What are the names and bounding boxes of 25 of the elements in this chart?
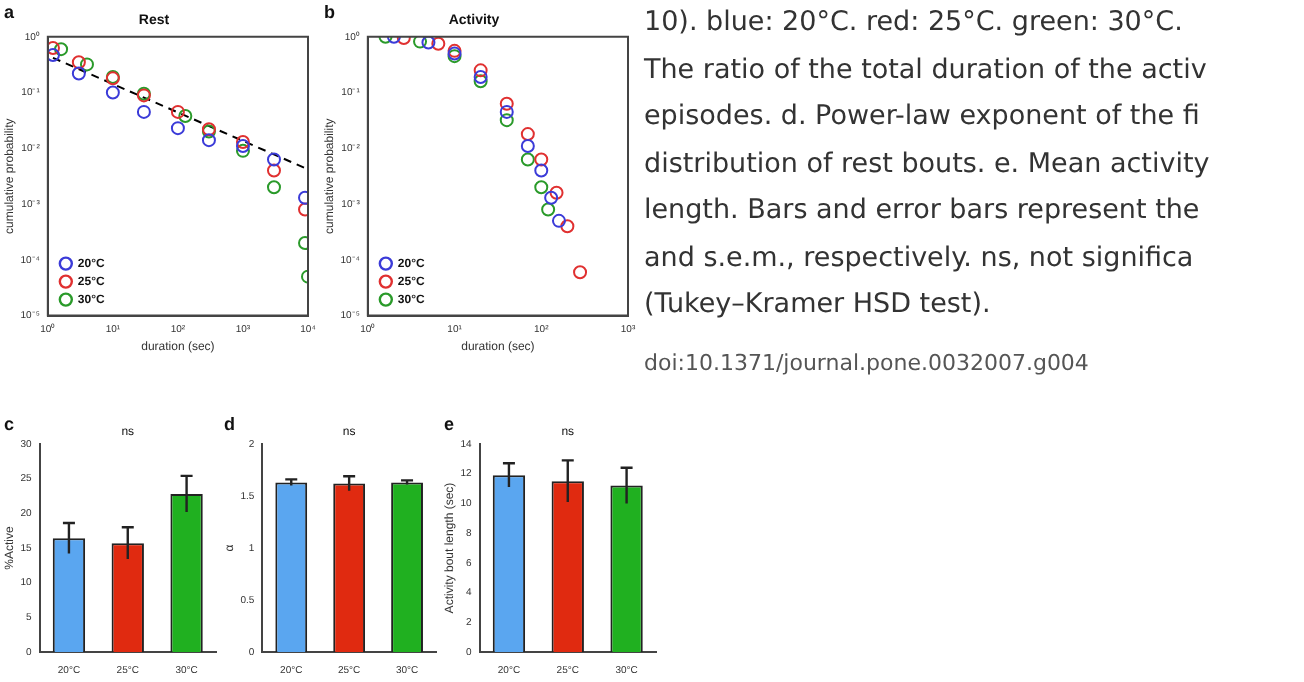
text: doi:10.1371/journal.pone.0032007.g004 bbox=[644, 349, 1091, 375]
point bbox=[170, 104, 185, 119]
point bbox=[47, 40, 60, 55]
text: a bbox=[4, 1, 16, 22]
point bbox=[235, 134, 250, 149]
point bbox=[170, 121, 185, 136]
point bbox=[266, 152, 281, 167]
text: length. Bars and error bars represent the bbox=[644, 192, 1202, 230]
text: and s.e.m., respectively. ns, not significa bbox=[644, 239, 1196, 277]
point bbox=[235, 143, 250, 158]
text: The ratio of the total duration of the activ bbox=[644, 51, 1209, 89]
text: c bbox=[4, 413, 15, 434]
point bbox=[201, 133, 216, 148]
text: e bbox=[444, 413, 455, 434]
point bbox=[105, 85, 120, 100]
text: d bbox=[224, 413, 235, 434]
text: distribution of rest bouts. e. Mean activity bbox=[644, 145, 1212, 183]
text: b bbox=[324, 1, 336, 22]
point bbox=[266, 180, 281, 195]
point bbox=[136, 104, 151, 119]
text: episodes. d. Power-law exponent of the fi bbox=[644, 98, 1202, 136]
point bbox=[47, 48, 60, 63]
text: 10). blue: 20°C. red: 25°C. green: 30°C. bbox=[644, 4, 1185, 42]
point bbox=[266, 163, 281, 178]
text: (Tukey–Kramer HSD test). bbox=[644, 286, 993, 324]
